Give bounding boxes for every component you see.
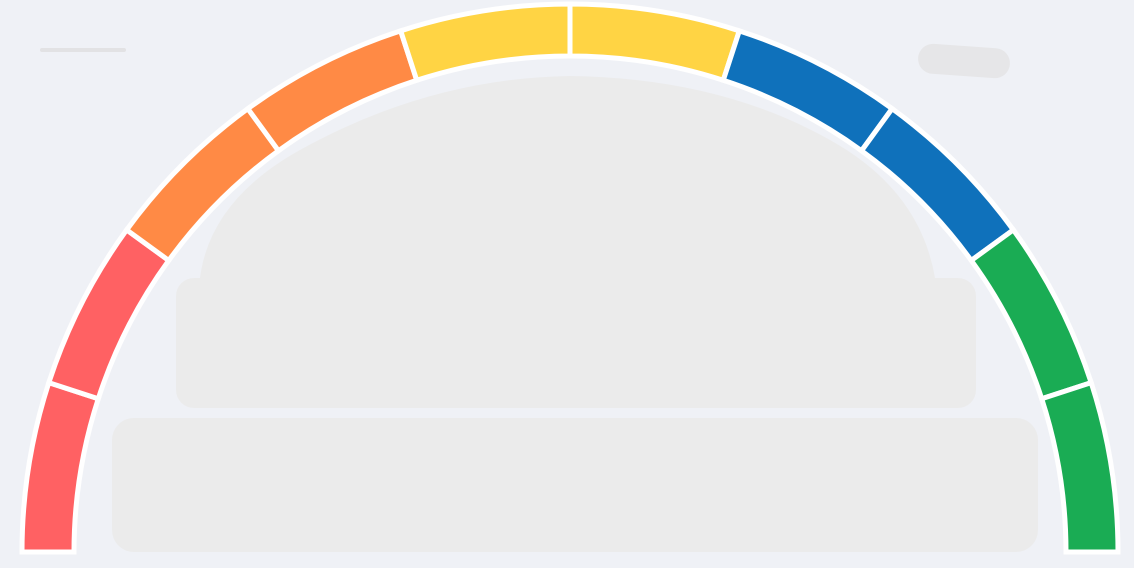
gauge-inner-bottom-block	[112, 418, 1038, 552]
gauge-segment-9	[967, 226, 1095, 402]
gauge-segment-2	[45, 226, 173, 402]
gauge-segments	[19, 1, 1121, 555]
gauge-inner-dome	[200, 76, 935, 278]
gauge-segment-1	[19, 379, 102, 555]
gauge-inner-panel	[112, 76, 1038, 552]
gauge-segment-6	[567, 1, 743, 84]
decorative-smudge-line	[40, 48, 126, 52]
gauge-inner-mid-block	[176, 278, 976, 408]
gauge-segment-5	[397, 1, 573, 84]
gauge-segment-10	[1038, 379, 1121, 555]
